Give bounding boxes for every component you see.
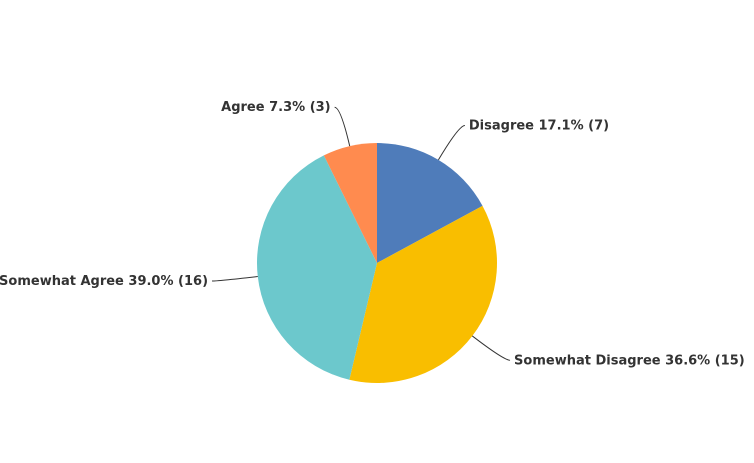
leader-line <box>437 125 466 161</box>
data-label: Somewhat Agree 39.0% (16) <box>0 274 208 289</box>
label-value: 17.1% (7) <box>539 118 610 133</box>
data-label: Somewhat Disagree 36.6% (15) <box>514 353 745 368</box>
pie-slice <box>349 205 498 384</box>
label-value: 36.6% (15) <box>665 353 745 368</box>
label-value: 7.3% (3) <box>269 100 331 115</box>
label-category: Somewhat Agree <box>0 274 124 289</box>
data-label: Agree 7.3% (3) <box>221 100 330 115</box>
label-category: Agree <box>221 100 265 115</box>
label-value: 39.0% (16) <box>128 274 208 289</box>
pie-slice <box>257 155 377 380</box>
label-category: Somewhat Disagree <box>514 353 661 368</box>
leader-line <box>212 276 258 282</box>
leader-line <box>471 335 511 361</box>
pie-slice <box>377 143 483 263</box>
pie-slice <box>323 143 377 263</box>
data-label: Disagree 17.1% (7) <box>469 118 609 133</box>
leader-line <box>334 106 351 147</box>
label-category: Disagree <box>469 118 534 133</box>
